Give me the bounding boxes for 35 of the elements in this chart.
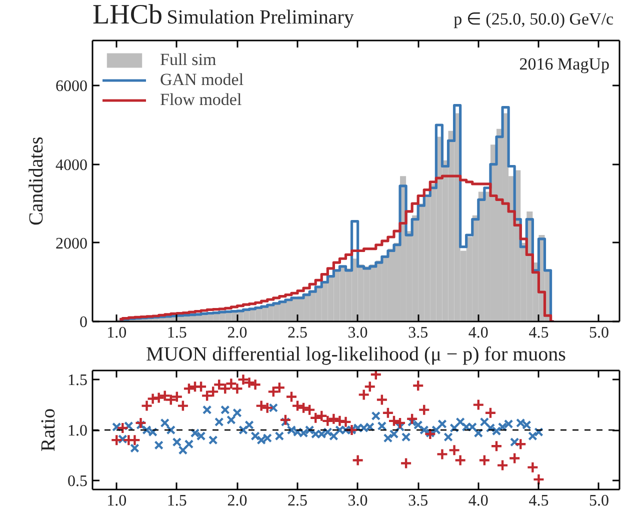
x-tick-label: 1.0 [106,492,127,510]
x-tick-label: 5.0 [589,324,609,342]
y-tick-label: 2000 [56,235,88,252]
x-tick-label: 4.5 [528,324,549,342]
x-tick-label: 2.5 [288,324,308,342]
y-tick-label: 4000 [56,156,88,174]
legend-label: GAN model [160,70,244,90]
y-tick-label: 1.0 [68,422,88,440]
text: p ∈ (25.0, 50.0) GeV/c [454,10,614,28]
x-tick-label: 3.0 [348,492,368,510]
y-tick-label: 1.5 [68,372,88,390]
x-tick-label: 1.5 [166,492,187,510]
chart-subtitle: Simulation Preliminary [166,6,354,28]
x-tick-label: 3.5 [408,492,428,510]
x-tick-label: 1.0 [106,324,127,342]
y-tick-label: 0.5 [68,472,88,490]
x-tick-label: 2.5 [288,492,308,510]
x-tick-label: 2.0 [227,492,248,510]
y-axis-title: Ratio [38,408,60,452]
y-tick-label: 6000 [56,78,88,96]
x-tick-label: 3.5 [408,324,428,342]
y-tick-label: 0 [80,314,88,331]
y-axis-title: Candidates [26,136,48,226]
x-axis-title: MUON differential log-likelihood (μ − p) for muons [146,344,566,366]
x-tick-label: 4.0 [468,324,488,342]
chart-title: LHCb [92,0,162,30]
legend-label: Flow model [160,90,242,110]
x-tick-label: 4.5 [528,492,549,510]
x-tick-label: 4.0 [468,492,488,510]
x-tick-label: 1.5 [166,324,187,342]
x-tick-label: 2.0 [227,324,248,342]
legend-label: Full sim [160,50,216,70]
x-tick-label: 3.0 [348,324,368,342]
annotation: 2016 MagUp [519,54,610,74]
x-tick-label: 5.0 [589,492,609,510]
